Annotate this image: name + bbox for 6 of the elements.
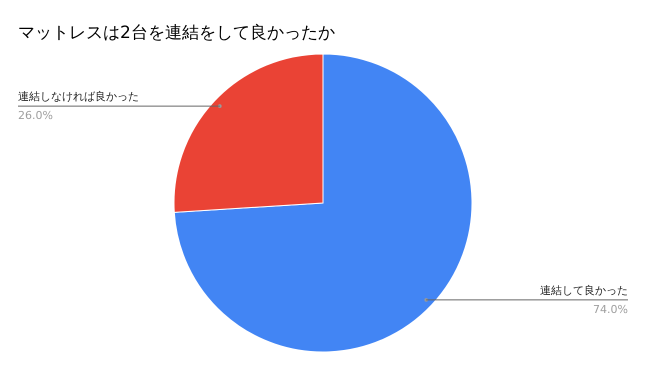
data-label: 74.0% [593,302,628,316]
slice-label: 連結しなければ良かった [18,90,139,104]
slice-label: 連結して良かった [540,284,628,297]
chart-title: マットレスは2台を連結をして良かったか [18,23,335,43]
pie-slice [174,54,472,352]
data-label: 26.0% [18,109,53,122]
